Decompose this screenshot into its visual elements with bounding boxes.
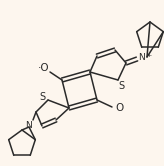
Text: S: S [118,81,124,91]
Text: ·O: ·O [38,63,50,73]
Text: N: N [26,121,32,129]
Text: O: O [115,103,123,113]
Text: S: S [39,92,45,102]
Text: N$^+$: N$^+$ [138,51,152,63]
